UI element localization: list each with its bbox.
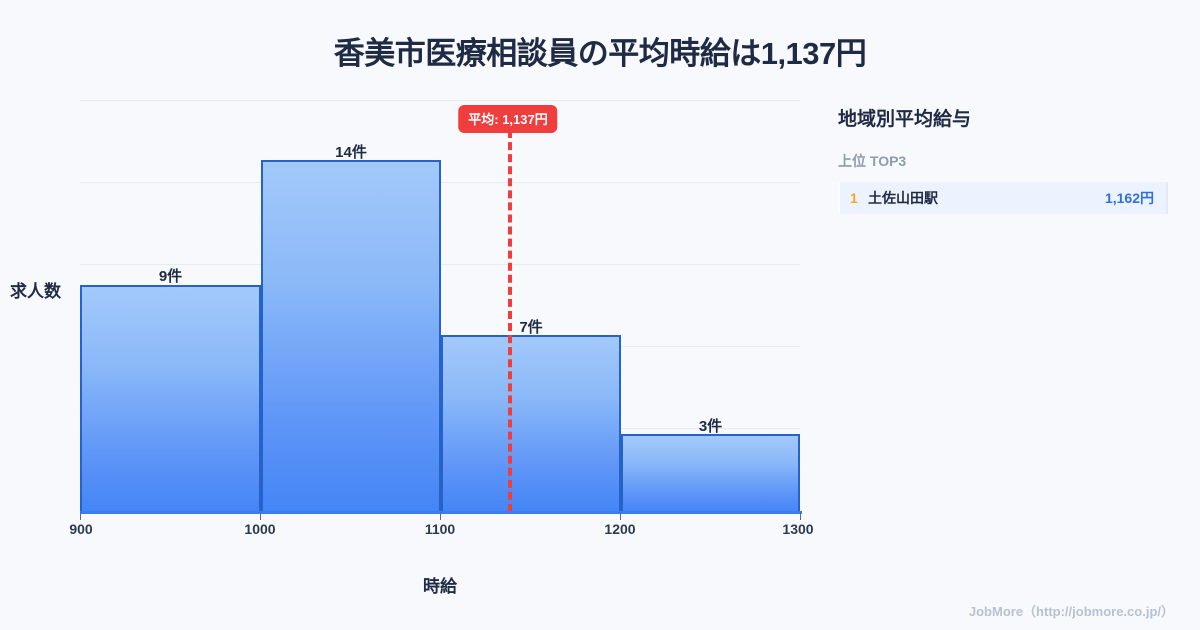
x-axis-tick-label: 900 [69, 521, 93, 537]
x-axis-tick-label: 1000 [244, 521, 276, 537]
x-axis-tick-label: 1300 [782, 521, 814, 537]
x-axis-tick-label: 1100 [424, 521, 456, 537]
x-axis-line [80, 511, 802, 514]
x-axis-tick-label: 1200 [604, 521, 636, 537]
histogram-bar[interactable] [80, 285, 261, 512]
gridline [80, 100, 800, 101]
rank-value: 1,162円 [1104, 190, 1154, 206]
bar-value-label: 9件 [158, 268, 183, 285]
y-axis-title: 求人数 [10, 282, 61, 301]
bar-value-label: 7件 [519, 319, 543, 336]
x-axis-tick [260, 512, 261, 520]
bar-value-label: 3件 [698, 418, 723, 435]
page-title: 香美市医療相談員の平均時給は1,137円 [333, 36, 867, 71]
bar-value-label: 14件 [335, 144, 367, 161]
histogram-bar[interactable] [261, 160, 441, 512]
sidebar-title: 地域別平均給与 [838, 109, 972, 130]
x-axis-tick [620, 512, 621, 520]
histogram-bar[interactable] [621, 434, 800, 512]
rank-name: 土佐山田駅 [868, 190, 938, 206]
sidebar: 地域別平均給与 上位 TOP3 1 土佐山田駅 1,162円 [838, 104, 1168, 214]
histogram-bar[interactable] [441, 335, 621, 512]
average-badge: 平均: 1,137円 [458, 105, 558, 133]
x-axis-tick [440, 512, 441, 520]
list-item[interactable]: 1 土佐山田駅 1,162円 [838, 182, 1168, 214]
average-line [508, 130, 512, 512]
watermark: JobMore（http://jobmore.co.jp/） [968, 604, 1174, 619]
x-axis-tick [800, 512, 801, 520]
sidebar-subtitle: 上位 TOP3 [838, 153, 907, 169]
x-axis-tick [80, 512, 81, 520]
rank-number: 1 [850, 190, 858, 206]
chart-plot-area [80, 100, 800, 512]
x-axis-title: 時給 [423, 577, 457, 596]
